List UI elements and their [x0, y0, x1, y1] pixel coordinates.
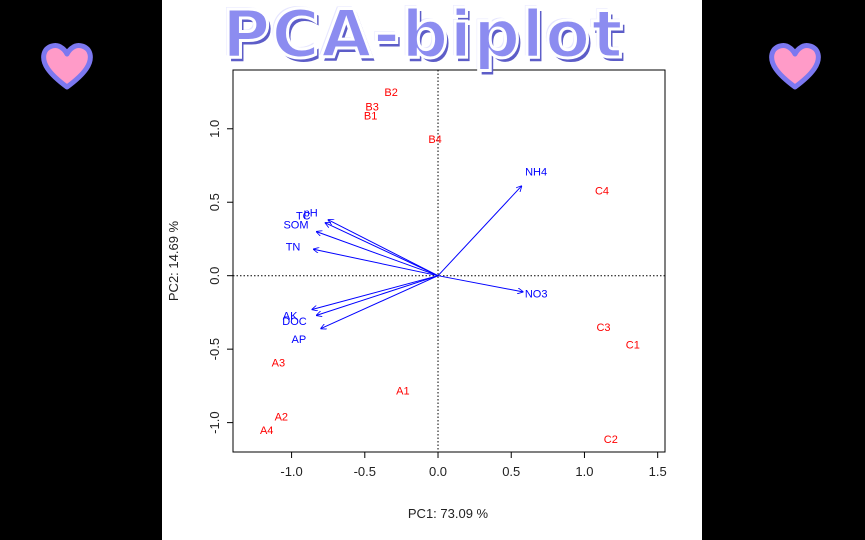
x-axis-label: PC1: 73.09 %: [408, 506, 489, 521]
x-tick-label: -0.5: [354, 464, 376, 479]
sample-label-a4: A4: [260, 425, 273, 437]
sample-label-c2: C2: [604, 434, 618, 446]
y-axis-label: PC2: 14.69 %: [166, 220, 181, 301]
loading-label-tc: TC: [296, 210, 311, 222]
x-tick-label: -1.0: [280, 464, 302, 479]
loading-arrow-ph: [328, 220, 439, 277]
sample-label-c1: C1: [626, 340, 640, 352]
sample-label-a3: A3: [272, 357, 285, 369]
y-tick-label: -1.0: [207, 411, 222, 433]
y-tick-label: 0.0: [207, 267, 222, 285]
loading-arrow-no3: [437, 275, 523, 292]
loading-arrow-tc: [325, 223, 439, 277]
loading-label-ap: AP: [292, 334, 307, 346]
y-tick-label: -0.5: [207, 338, 222, 360]
loading-arrow-tn: [314, 249, 439, 277]
y-tick-label: 1.0: [207, 120, 222, 138]
pca-biplot-chart: -1.0 -0.5 0.0 0.5 1.0 1.5 -1.0 -0.5 0.0 0.5 1.0 N…: [166, 69, 667, 521]
plot-frame: [232, 69, 666, 453]
loading-label-som: SOM: [283, 219, 308, 231]
reference-lines: [233, 70, 665, 452]
y-axis: -1.0 -0.5 0.0 0.5 1.0: [207, 120, 233, 434]
heart-icon: [769, 43, 821, 90]
x-tick-label: 0.5: [502, 464, 520, 479]
sample-label-b1: B1: [364, 111, 377, 123]
chart-panel: -1.0 -0.5 0.0 0.5 1.0 1.5 -1.0 -0.5 0.0 0.5 1.0 N…: [162, 0, 702, 540]
loading-label-doc: DOC: [282, 316, 307, 328]
x-axis: -1.0 -0.5 0.0 0.5 1.0 1.5: [280, 452, 667, 479]
loading-arrow-ap: [321, 275, 439, 329]
loading-arrow-nh4: [437, 186, 521, 277]
x-tick-label: 1.0: [575, 464, 593, 479]
loading-label-no3: NO3: [525, 288, 548, 300]
loading-arrow-som: [316, 232, 439, 277]
loading-arrow-doc: [316, 275, 439, 316]
sample-label-b4: B4: [428, 134, 441, 146]
loading-label-tn: TN: [286, 241, 301, 253]
sample-label-a2: A2: [275, 412, 288, 424]
banner-title: PCA-biplot: [221, 0, 625, 75]
loading-label-ph: pH: [304, 208, 318, 220]
heart-icon: [41, 43, 93, 90]
x-tick-label: 1.5: [649, 464, 667, 479]
sample-label-b2: B2: [384, 87, 397, 99]
loading-label-ak: AK: [283, 310, 298, 322]
sample-label-b3: B3: [365, 102, 378, 114]
sample-label-c3: C3: [596, 322, 610, 334]
y-tick-label: 0.5: [207, 193, 222, 211]
loading-label-nh4: NH4: [525, 166, 547, 178]
loading-arrow-ak: [312, 275, 439, 310]
sample-label-a1: A1: [396, 385, 409, 397]
sample-label-c4: C4: [595, 185, 609, 197]
x-tick-label: 0.0: [429, 464, 447, 479]
